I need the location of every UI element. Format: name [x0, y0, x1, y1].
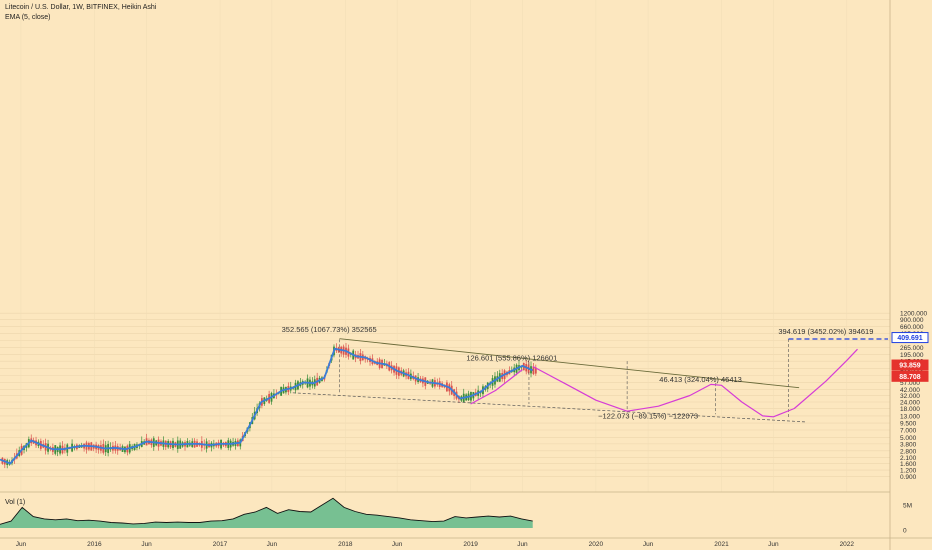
y-tick-label: 1.600	[900, 461, 917, 468]
x-tick-label: 2017	[213, 541, 228, 548]
volume-tick-label: 5M	[903, 503, 912, 510]
x-tick-label: 2020	[589, 541, 604, 548]
price-badge-target	[891, 332, 929, 344]
measure-annotation: −122.073 (−89.15%) −122073	[598, 412, 698, 421]
x-tick-label: 2018	[338, 541, 353, 548]
y-tick-label: 2.800	[900, 448, 917, 455]
y-tick-label: 1.200	[900, 468, 917, 475]
volume-tick-label: 0	[903, 528, 907, 535]
x-tick-label: Jun	[768, 541, 779, 548]
annotations: 352.565 (1067.73%) 352565 126.601 (555.86…	[282, 325, 874, 421]
volume-label[interactable]: Vol (1)	[5, 499, 26, 506]
y-tick-label: 195.000	[900, 352, 924, 359]
y-tick-label: 42.000	[900, 387, 920, 394]
y-tick-label: 660.000	[900, 324, 924, 331]
measure-annotation: 394.619 (3452.02%) 394619	[778, 327, 873, 336]
upper-trendline	[339, 338, 800, 389]
projection-path	[532, 348, 858, 418]
x-tick-label: Jun	[643, 541, 654, 548]
y-tick-label: 9.500	[900, 421, 917, 428]
price-badge-close	[891, 370, 929, 382]
overlays	[292, 338, 888, 423]
x-tick-label: 2022	[840, 541, 855, 548]
y-tick-label: 13.000	[900, 413, 920, 420]
projection-arrow-rise	[470, 369, 523, 405]
y-tick-label: 18.000	[900, 406, 920, 413]
y-tick-label: 3.800	[900, 441, 917, 448]
y-tick-label: 7.000	[900, 427, 917, 434]
y-tick-label: 1200.000	[900, 311, 927, 318]
x-tick-label: Jun	[517, 541, 528, 548]
x-tick-label: 2019	[463, 541, 478, 548]
indicator-label[interactable]: EMA (5, close)	[5, 14, 51, 21]
x-tick-label: 2016	[87, 541, 102, 548]
measure-annotation: 126.601 (555.86%) 126601	[466, 353, 557, 362]
x-tick-label: Jun	[16, 541, 27, 548]
volume-area	[0, 498, 533, 528]
y-tick-label: 24.000	[900, 400, 920, 407]
x-tick-label: Jun	[141, 541, 152, 548]
volume-line	[0, 497, 533, 525]
measure-annotation: 352.565 (1067.73%) 352565	[282, 325, 377, 334]
price-badge-last	[891, 359, 929, 371]
price-badge-text: 93.859	[899, 363, 921, 370]
y-tick-label: 0.900	[900, 474, 917, 481]
y-tick-label: 57.000	[900, 380, 920, 387]
ema-line	[0, 347, 534, 465]
lower-trendline	[292, 392, 805, 423]
price-badge-text: 88.708	[899, 374, 921, 381]
price-badge-text: 409.691	[897, 335, 922, 342]
candle-body	[532, 366, 535, 375]
y-tick-label: 900.000	[900, 317, 924, 324]
volume-pane	[0, 497, 533, 528]
x-tick-label: 2021	[714, 541, 729, 548]
series-layer	[0, 347, 858, 465]
price-badges: 409.691 93.859 88.708	[891, 332, 929, 382]
y-tick-label: 265.000	[900, 345, 924, 352]
y-tick-label: 2.100	[900, 455, 917, 462]
symbol-title[interactable]: Litecoin / U.S. Dollar, 1W, BITFINEX, He…	[5, 4, 157, 11]
measure-annotation: 46.413 (324.04%) 46413	[659, 375, 742, 384]
x-tick-label: Jun	[392, 541, 403, 548]
y-tick-label: 5.000	[900, 435, 917, 442]
y-tick-label: 32.000	[900, 393, 920, 400]
candle-body	[534, 367, 537, 374]
x-tick-label: Jun	[267, 541, 278, 548]
